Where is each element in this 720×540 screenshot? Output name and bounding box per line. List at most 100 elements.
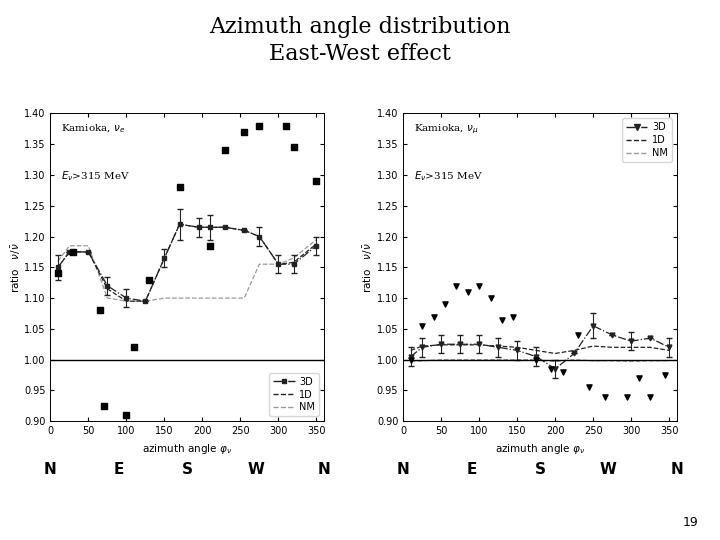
- Point: [238, 127, 250, 136]
- Text: $E_\nu$>315 MeV: $E_\nu$>315 MeV: [414, 169, 483, 183]
- 1D: [608, 344, 616, 350]
- NM: [175, 295, 184, 301]
- 1D: [589, 343, 598, 349]
- Point: [584, 383, 595, 391]
- Point: [633, 374, 644, 382]
- NM: [494, 356, 503, 363]
- Text: S: S: [534, 462, 546, 477]
- NM: [608, 357, 616, 364]
- NM: [570, 356, 579, 363]
- NM: [627, 358, 636, 365]
- 1D: [456, 342, 464, 348]
- NM: [65, 242, 73, 249]
- Line: 1D: 1D: [58, 224, 316, 301]
- Legend: 3D, 1D, NM: 3D, 1D, NM: [622, 118, 672, 162]
- Point: [572, 330, 584, 339]
- 1D: [175, 221, 184, 227]
- Y-axis label: ratio   $\nu/\bar{\nu}$: ratio $\nu/\bar{\nu}$: [362, 242, 375, 293]
- NM: [194, 295, 203, 301]
- NM: [475, 356, 484, 363]
- NM: [407, 358, 415, 365]
- Point: [660, 371, 671, 380]
- NM: [122, 298, 131, 305]
- Point: [546, 364, 557, 373]
- 1D: [255, 233, 264, 240]
- 1D: [141, 298, 150, 305]
- Y-axis label: ratio   $\nu/\bar{\nu}$: ratio $\nu/\bar{\nu}$: [9, 242, 22, 293]
- NM: [221, 295, 230, 301]
- Line: NM: NM: [58, 240, 316, 301]
- 1D: [646, 344, 654, 350]
- Point: [310, 177, 322, 185]
- Point: [621, 392, 633, 401]
- Text: 19: 19: [683, 516, 698, 529]
- NM: [532, 356, 541, 363]
- NM: [437, 356, 446, 363]
- Point: [204, 241, 216, 250]
- Text: E: E: [467, 462, 477, 477]
- Text: $E_\nu$>315 MeV: $E_\nu$>315 MeV: [61, 169, 130, 183]
- Point: [557, 368, 569, 376]
- X-axis label: azimuth angle $\varphi_\nu$: azimuth angle $\varphi_\nu$: [142, 442, 233, 456]
- Point: [53, 269, 64, 278]
- Text: W: W: [247, 462, 264, 477]
- Point: [496, 315, 508, 324]
- Text: N: N: [44, 462, 57, 477]
- NM: [206, 295, 215, 301]
- Point: [405, 355, 417, 364]
- NM: [103, 295, 112, 301]
- 1D: [194, 224, 203, 231]
- Text: N: N: [670, 462, 683, 477]
- 1D: [627, 344, 636, 350]
- Point: [280, 122, 292, 130]
- 1D: [206, 224, 215, 231]
- NM: [160, 295, 168, 301]
- Point: [428, 312, 439, 321]
- Point: [644, 392, 656, 401]
- Point: [143, 275, 155, 284]
- Legend: 3D, 1D, NM: 3D, 1D, NM: [269, 373, 319, 416]
- NM: [513, 356, 521, 363]
- X-axis label: azimuth angle $\varphi_\nu$: azimuth angle $\varphi_\nu$: [495, 442, 585, 456]
- NM: [274, 261, 283, 267]
- Text: N: N: [318, 462, 330, 477]
- NM: [312, 237, 320, 243]
- Point: [485, 294, 496, 302]
- 1D: [84, 248, 93, 255]
- 1D: [274, 261, 283, 267]
- 1D: [532, 347, 541, 354]
- 1D: [54, 264, 63, 271]
- 1D: [160, 255, 168, 261]
- 1D: [103, 286, 112, 292]
- Point: [451, 281, 462, 290]
- 1D: [221, 224, 230, 231]
- NM: [551, 358, 559, 365]
- Point: [439, 300, 451, 308]
- Point: [531, 355, 542, 364]
- NM: [589, 357, 598, 364]
- 1D: [665, 347, 673, 354]
- Point: [508, 312, 519, 321]
- Line: 1D: 1D: [411, 345, 669, 354]
- Point: [220, 146, 231, 154]
- NM: [289, 255, 298, 261]
- Text: E: E: [114, 462, 124, 477]
- 1D: [551, 350, 559, 357]
- 1D: [475, 342, 484, 348]
- Text: Kamioka, $\nu_\mu$: Kamioka, $\nu_\mu$: [414, 123, 479, 136]
- 1D: [494, 343, 503, 349]
- NM: [255, 261, 264, 267]
- Point: [416, 321, 428, 330]
- NM: [240, 295, 248, 301]
- 1D: [407, 347, 415, 354]
- Point: [94, 306, 106, 315]
- 1D: [437, 342, 446, 348]
- Point: [474, 281, 485, 290]
- 1D: [65, 248, 73, 255]
- NM: [54, 258, 63, 265]
- 1D: [289, 259, 298, 266]
- NM: [665, 357, 673, 364]
- Line: NM: NM: [411, 360, 669, 361]
- Text: Azimuth angle distribution
East-West effect: Azimuth angle distribution East-West eff…: [210, 16, 510, 65]
- NM: [84, 242, 93, 249]
